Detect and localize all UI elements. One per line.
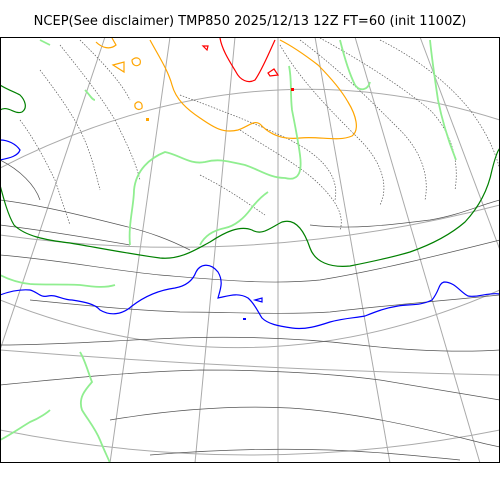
- light-green-contour: [199, 191, 269, 246]
- isolated-markers: [146, 88, 294, 320]
- red-isotherm: [201, 37, 280, 83]
- dotted-isotherms: [19, 37, 500, 231]
- solid-isotherm: [0, 199, 191, 251]
- orange-isotherm-loop: [131, 57, 141, 67]
- map-frame: [0, 37, 500, 463]
- dotted-isotherm: [199, 174, 266, 216]
- longitude-line: [194, 37, 236, 463]
- light-green-contour: [84, 89, 96, 101]
- light-green-contour: [0, 409, 51, 441]
- map-title: NCEP(See disclaimer) TMP850 2025/12/13 1…: [33, 14, 467, 29]
- light-green-contour: [429, 39, 457, 161]
- blue-isotherm-loop: [252, 297, 263, 303]
- blue-isotherm-line: [0, 139, 21, 161]
- dotted-isotherm: [79, 39, 131, 101]
- solid-isotherm: [0, 224, 131, 246]
- light-green-contour: [128, 65, 302, 246]
- longitude-line: [314, 37, 391, 463]
- longitude-line: [0, 37, 106, 351]
- green-isotherm-line: [0, 84, 26, 114]
- solid-isotherm: [0, 159, 41, 201]
- dotted-isotherm: [19, 119, 71, 226]
- marker: [291, 88, 294, 91]
- dotted-isotherm: [299, 39, 427, 201]
- solid-isotherm: [0, 239, 500, 283]
- red-isotherm-loop: [201, 45, 209, 52]
- solid-isotherm: [149, 448, 461, 461]
- dotted-isotherm: [379, 39, 500, 171]
- dotted-isotherm: [39, 69, 101, 191]
- red-isotherm-line: [219, 37, 276, 83]
- solid-isotherm: [0, 336, 500, 352]
- latitude-line: [0, 349, 500, 376]
- orange-isotherm: [95, 37, 357, 140]
- longitude-line: [109, 37, 171, 463]
- longitude-line: [354, 37, 481, 463]
- dotted-isotherm: [239, 129, 342, 231]
- dotted-isotherm: [179, 94, 337, 201]
- light-green-contour: [0, 274, 116, 288]
- solid-isotherm: [309, 199, 500, 228]
- graticule: [0, 37, 500, 463]
- green-isotherm-line: [0, 147, 500, 267]
- dotted-isotherm: [59, 44, 141, 181]
- dotted-isotherm: [319, 37, 457, 191]
- orange-isotherm-loop: [134, 101, 143, 110]
- solid-isotherm: [29, 294, 500, 314]
- longitude-line: [419, 37, 500, 251]
- marker: [146, 118, 149, 121]
- solid-isotherm: [109, 406, 500, 448]
- orange-isotherm-loop: [95, 37, 117, 49]
- blue-isotherm-line: [0, 264, 500, 330]
- marker: [243, 318, 246, 320]
- light-green-contours: [0, 39, 457, 463]
- latitude-line: [0, 429, 500, 456]
- blue-isotherm: [0, 139, 500, 330]
- orange-isotherm-loop: [111, 61, 125, 74]
- solid-isotherm: [0, 369, 500, 401]
- light-green-contour: [79, 351, 111, 463]
- green-isotherm: [0, 84, 500, 267]
- light-green-contour: [39, 39, 51, 46]
- red-isotherm-loop: [267, 68, 280, 77]
- solid-isotherms: [0, 159, 500, 461]
- latitude-line: [0, 289, 500, 349]
- latitude-line: [0, 88, 500, 169]
- orange-isotherm-line: [149, 39, 357, 140]
- light-green-contour: [339, 39, 371, 91]
